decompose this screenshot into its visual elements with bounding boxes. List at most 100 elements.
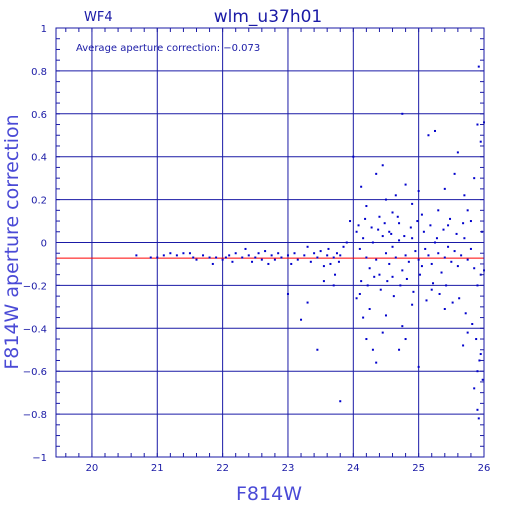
data-point <box>469 220 472 223</box>
data-point <box>429 224 432 227</box>
data-point <box>286 292 289 295</box>
tick-marks <box>56 27 485 458</box>
data-point <box>339 400 342 403</box>
data-point <box>425 299 428 302</box>
chart-title: wlm_u37h01 <box>214 7 323 27</box>
data-point <box>228 254 231 257</box>
data-point <box>473 177 476 180</box>
data-point <box>455 232 458 235</box>
data-point <box>420 265 423 268</box>
data-point <box>375 172 378 175</box>
data-point <box>339 254 342 257</box>
data-point <box>445 284 448 287</box>
data-point <box>447 224 450 227</box>
data-point <box>401 325 404 328</box>
data-point <box>381 331 384 334</box>
data-point <box>355 297 358 300</box>
data-point <box>373 275 376 278</box>
data-point <box>322 265 325 268</box>
data-point <box>327 247 330 250</box>
data-point <box>329 262 332 265</box>
data-point <box>414 250 417 253</box>
data-point <box>433 129 436 132</box>
data-point <box>273 258 276 261</box>
x-axis-title: F814W <box>236 483 302 505</box>
data-point <box>435 237 438 240</box>
data-point <box>388 262 391 265</box>
data-point <box>360 280 363 283</box>
data-point <box>442 228 445 231</box>
data-point <box>244 247 247 250</box>
data-point <box>383 222 386 225</box>
data-point <box>224 256 227 259</box>
data-point <box>334 273 337 276</box>
data-point <box>418 273 421 276</box>
data-point <box>411 202 414 205</box>
data-point <box>458 297 461 300</box>
x-tick-labels: 20 21 22 23 24 25 26 <box>86 463 491 474</box>
data-point <box>391 245 394 248</box>
data-point <box>202 254 205 257</box>
data-point <box>476 370 479 373</box>
data-point <box>449 217 452 220</box>
data-point <box>456 265 459 268</box>
data-point <box>384 252 387 255</box>
data-point <box>476 123 479 126</box>
data-point <box>264 250 267 253</box>
data-point <box>478 359 481 362</box>
data-point <box>192 256 195 259</box>
data-point <box>433 241 436 244</box>
data-point <box>466 209 469 212</box>
data-point <box>337 260 340 263</box>
data-point <box>362 316 365 319</box>
data-point <box>450 260 453 263</box>
y-tick-label: 1 <box>41 24 47 35</box>
data-point <box>479 353 482 356</box>
data-point <box>384 314 387 317</box>
data-point <box>215 256 218 259</box>
data-point <box>391 211 394 214</box>
data-point <box>447 245 450 248</box>
data-point <box>260 258 263 261</box>
data-point <box>430 262 433 265</box>
data-point <box>391 275 394 278</box>
data-point <box>371 241 374 244</box>
data-point <box>398 222 401 225</box>
data-point <box>443 307 446 310</box>
data-point <box>473 267 476 270</box>
data-point <box>362 237 365 240</box>
data-point <box>398 239 401 242</box>
data-point <box>365 205 368 208</box>
data-point <box>394 256 397 259</box>
data-point <box>332 256 335 259</box>
data-point <box>409 226 412 229</box>
data-point <box>462 344 465 347</box>
y-tick-label: 0.4 <box>31 153 47 164</box>
data-point <box>477 65 480 68</box>
data-point <box>411 303 414 306</box>
data-point <box>365 338 368 341</box>
data-point <box>440 271 443 274</box>
data-point <box>257 252 260 255</box>
data-point <box>417 365 420 368</box>
y-tick-label: 0.2 <box>31 196 47 207</box>
data-point <box>234 252 237 255</box>
data-point <box>296 258 299 261</box>
data-point <box>135 254 138 257</box>
data-point <box>475 338 478 341</box>
data-point <box>270 254 273 257</box>
data-points <box>135 65 485 420</box>
data-point <box>371 348 374 351</box>
data-point <box>437 252 440 255</box>
data-point <box>417 258 420 261</box>
data-point <box>473 387 476 390</box>
data-point <box>231 260 234 263</box>
data-point <box>358 247 361 250</box>
data-point <box>175 254 178 257</box>
data-point <box>481 378 484 381</box>
data-point <box>211 262 214 265</box>
y-tick-label: −0.4 <box>23 324 47 335</box>
data-point <box>182 252 185 255</box>
x-tick-label: 25 <box>412 463 425 474</box>
data-point <box>456 151 459 154</box>
